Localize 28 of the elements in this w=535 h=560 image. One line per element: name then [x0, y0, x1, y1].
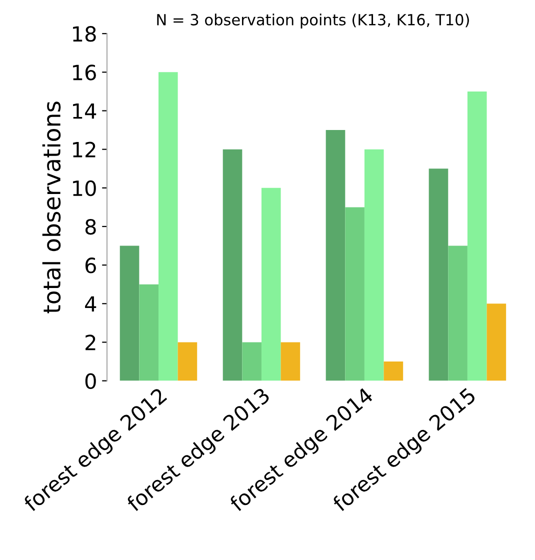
- y-tick-label: 6: [85, 258, 96, 274]
- y-tick-label: 14: [73, 103, 96, 119]
- y-tick-label: 8: [85, 218, 96, 235]
- y-axis-title: total observations: [42, 102, 61, 314]
- y-tick-label: 2: [86, 334, 96, 350]
- y-tick-label: 4: [85, 296, 96, 312]
- bar: [384, 362, 404, 381]
- y-tick-label: 18: [73, 26, 96, 42]
- bar: [486, 304, 506, 381]
- bar: [326, 130, 346, 381]
- bar: [448, 246, 468, 381]
- y-tick-label: 0: [85, 373, 96, 390]
- bar: [467, 91, 487, 381]
- bar: [222, 149, 242, 381]
- y-tick-label: 10: [73, 180, 96, 196]
- bar: [364, 149, 384, 381]
- bar: [242, 342, 262, 381]
- y-tick-label: 12: [73, 142, 96, 158]
- bar: [120, 246, 140, 381]
- bar: [158, 72, 178, 381]
- bar: [178, 342, 198, 381]
- bar: [428, 168, 448, 381]
- bar: [280, 342, 300, 381]
- chart-title: N = 3 observation points (K13, K16, T10): [157, 14, 469, 28]
- y-tick-label: 16: [73, 64, 96, 80]
- bar: [345, 207, 364, 381]
- bar: [261, 188, 281, 381]
- bar: [139, 284, 158, 381]
